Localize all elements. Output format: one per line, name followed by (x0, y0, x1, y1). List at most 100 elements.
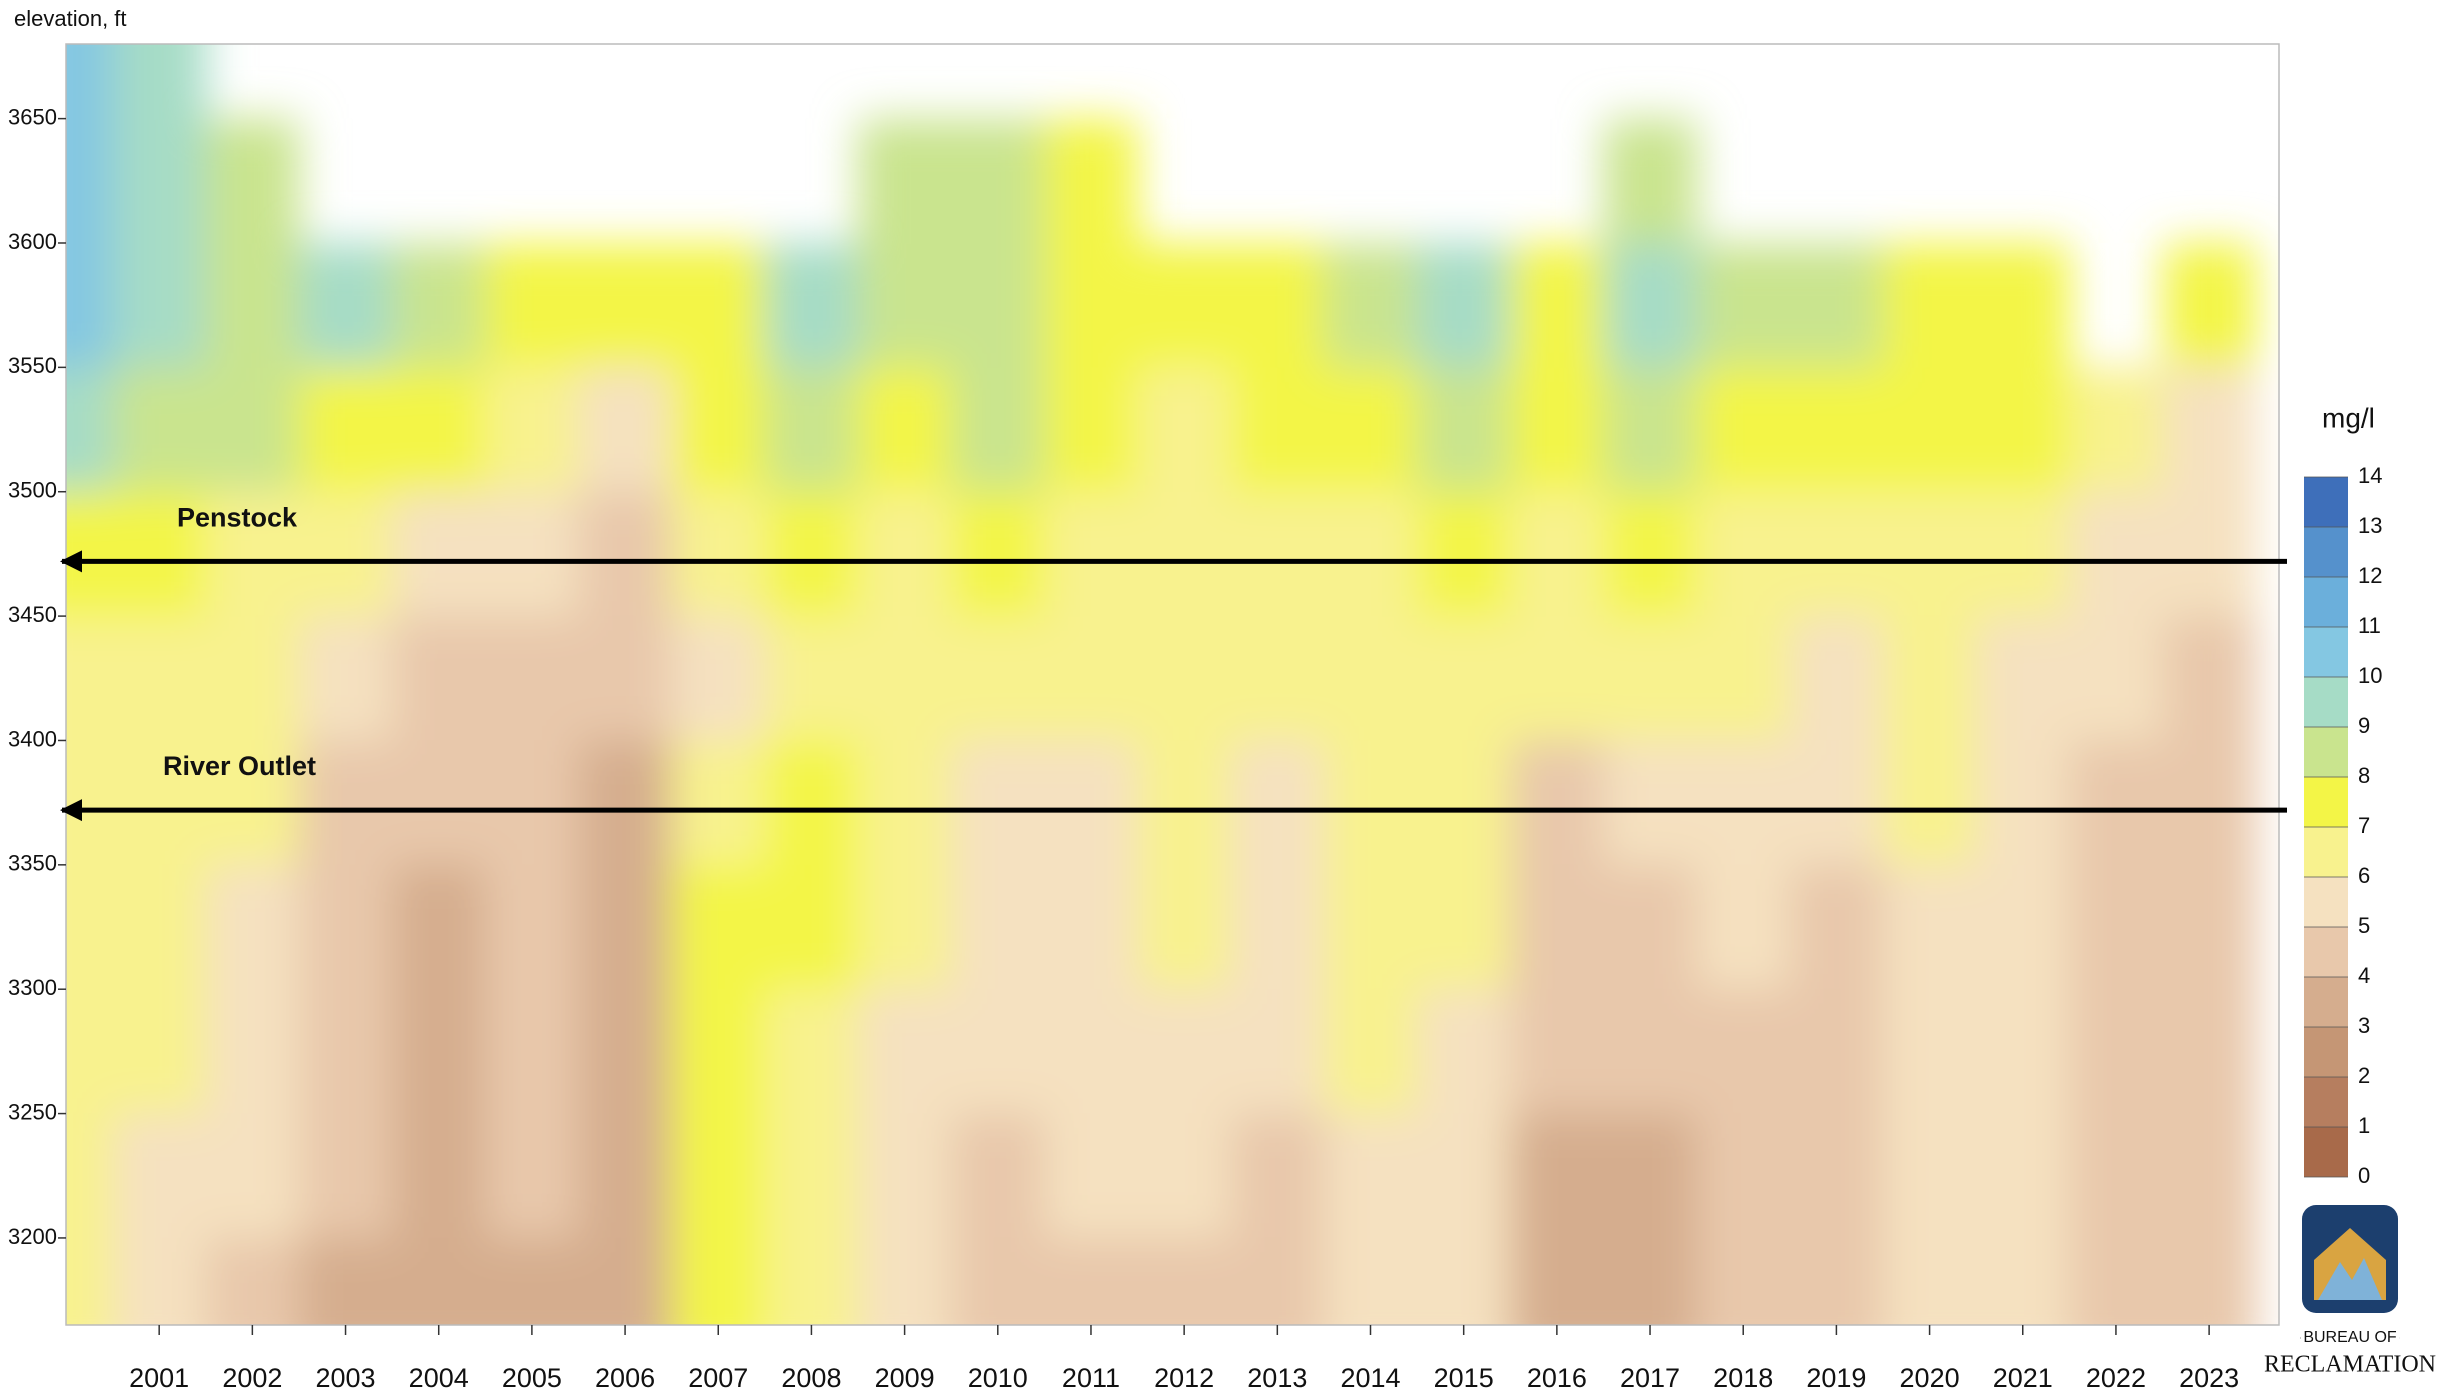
y-axis-label: elevation, ft (14, 6, 127, 31)
heat-cell (1230, 989, 1325, 1115)
heat-cell (1976, 740, 2071, 866)
heat-cell (298, 989, 394, 1115)
heat-cell (205, 616, 300, 742)
colorbar-tick-label: 12 (2358, 563, 2382, 588)
heat-cell (858, 1237, 953, 1325)
colorbar-swatch (2304, 927, 2348, 977)
heat-cell (1417, 740, 1512, 866)
x-tick-label: 2014 (1340, 1363, 1400, 1388)
heat-cell (951, 118, 1046, 244)
plot-frame (65, 43, 2280, 1326)
x-tick-label: 2005 (502, 1363, 562, 1388)
heat-cell (1137, 989, 1232, 1115)
heat-cell (1417, 864, 1512, 991)
heat-cell (578, 242, 673, 369)
heat-cell (1789, 367, 1884, 493)
heat-cell (1044, 118, 1139, 244)
heat-cell (1789, 1237, 1884, 1325)
heat-cell (578, 1237, 673, 1325)
heat-cell (951, 1237, 1046, 1325)
heatmap (66, 44, 2257, 1325)
heat-cell (1696, 242, 1791, 369)
heat-cell (1137, 242, 1232, 369)
heat-cell (1137, 367, 1232, 493)
heat-cell (1510, 740, 1605, 866)
heat-cell (1044, 1237, 1139, 1325)
heat-cell (112, 44, 207, 120)
colorbar-swatch (2304, 727, 2348, 777)
heat-cell (1976, 1237, 2071, 1325)
x-tick-label: 2021 (1993, 1363, 2053, 1388)
heat-cell (858, 740, 953, 866)
heat-cell (112, 242, 207, 369)
heat-cell (1417, 491, 1512, 618)
heat-cell (671, 491, 766, 618)
x-tick-label: 2015 (1434, 1363, 1494, 1388)
heat-cell (1044, 491, 1139, 618)
heat-cell (1510, 1237, 1605, 1325)
heat-cell (66, 367, 114, 493)
heat-cell (2069, 864, 2164, 991)
heat-cell (1976, 1113, 2071, 1239)
heat-cell (2162, 740, 2257, 866)
heat-cell (1976, 616, 2071, 742)
heat-cell (205, 740, 300, 866)
heat-cell (671, 864, 766, 991)
heat-cell (1789, 242, 1884, 369)
heat-cell (1137, 1237, 1232, 1325)
x-tick-label: 2023 (2179, 1363, 2239, 1388)
heat-cell (298, 242, 394, 369)
x-tick-label: 2011 (1062, 1363, 1120, 1388)
heat-cell (1510, 491, 1605, 618)
heat-cell (298, 616, 394, 742)
heat-cell (1323, 1113, 1419, 1239)
heat-cell (764, 1237, 860, 1325)
heat-cell (1882, 616, 1978, 742)
heat-cell (764, 491, 860, 618)
x-tick-label: 2001 (129, 1363, 189, 1388)
heat-cell (1417, 367, 1512, 493)
colorbar-swatch (2304, 477, 2348, 527)
heat-cell (671, 1113, 766, 1239)
heat-cell (392, 989, 487, 1115)
heat-cell (1603, 367, 1698, 493)
heat-cell (205, 1113, 300, 1239)
heat-cell (764, 367, 860, 493)
heat-cell (485, 616, 580, 742)
y-tick-label: 3350 (8, 851, 57, 876)
heat-cell (2162, 864, 2257, 991)
colorbar-tick-label: 9 (2358, 713, 2370, 738)
heat-cell (1137, 491, 1232, 618)
heat-cell (1976, 491, 2071, 618)
heat-cell (1044, 864, 1139, 991)
heat-cell (1603, 1113, 1698, 1239)
heat-cell (1417, 1237, 1512, 1325)
colorbar-swatch (2304, 827, 2348, 877)
x-tick-label: 2006 (595, 1363, 655, 1388)
heat-cell (66, 864, 114, 991)
heat-cell (1696, 1237, 1791, 1325)
heat-cell (1510, 989, 1605, 1115)
heat-cell (392, 740, 487, 866)
x-tick-label: 2018 (1713, 1363, 1773, 1388)
heat-cell (66, 118, 114, 244)
heat-cell (1323, 864, 1419, 991)
heat-cell (112, 616, 207, 742)
y-tick-label: 3450 (8, 602, 57, 627)
heat-cell (858, 367, 953, 493)
y-tick-label: 3400 (8, 726, 57, 751)
heat-cell (1323, 367, 1419, 493)
heat-cell (392, 1237, 487, 1325)
heat-cell (485, 1113, 580, 1239)
heat-cell (112, 1237, 207, 1325)
y-tick-label: 3250 (8, 1099, 57, 1124)
colorbar-tick-label: 6 (2358, 863, 2370, 888)
heat-cell (1696, 740, 1791, 866)
heat-cell (764, 616, 860, 742)
heat-cell (764, 1113, 860, 1239)
y-tick-label: 3550 (8, 353, 57, 378)
heat-cell (671, 989, 766, 1115)
heat-cell (66, 44, 114, 120)
colorbar-tick-label: 3 (2358, 1013, 2370, 1038)
heat-cell (1230, 864, 1325, 991)
